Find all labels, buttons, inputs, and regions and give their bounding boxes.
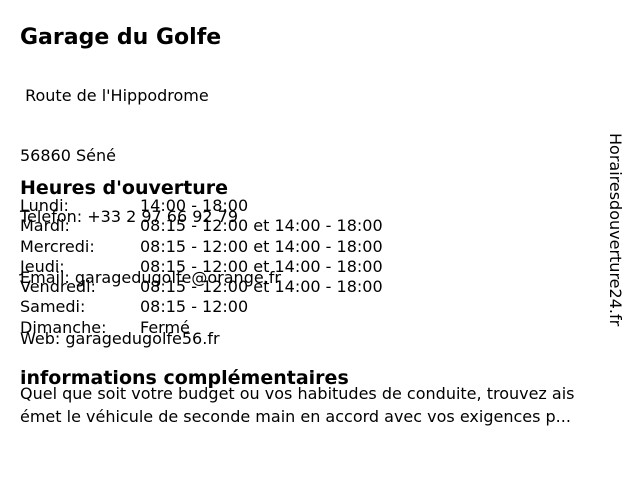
time-value: 14:00 - 18:00 [140, 196, 249, 215]
hours-row-saturday: Samedi: 08:15 - 12:00 [20, 297, 383, 317]
hours-row-friday: Vendredi: 08:15 - 12:00 et 14:00 - 18:00 [20, 277, 383, 297]
day-label: Mercredi: [20, 236, 95, 256]
day-label: Dimanche: [20, 317, 107, 337]
business-name: Garage du Golfe [20, 24, 222, 50]
contact-block: Route de l'Hippodrome 56860 Séné Telefon… [20, 45, 281, 390]
opening-hours-heading: Heures d'ouverture [20, 176, 228, 199]
time-value: 08:15 - 12:00 et 14:00 - 18:00 [140, 277, 383, 297]
time-value: Fermé [140, 317, 190, 337]
time-value: 08:15 - 12:00 et 14:00 - 18:00 [140, 216, 383, 236]
day-label: Jeudi: [20, 256, 65, 276]
address-city: 56860 Séné [20, 146, 116, 166]
site-watermark: Horairesdouverture24.fr [606, 133, 625, 327]
hours-row-sunday: Dimanche: Fermé [20, 318, 383, 338]
time-value: 08:15 - 12:00 et 14:00 - 18:00 [140, 256, 383, 276]
web-line: Web: garagedugolfe56.fr [20, 329, 220, 349]
hours-row-monday: Lundi: 14:00 - 18:00 [20, 196, 383, 216]
additional-info-text: Quel que soit votre budget ou vos habitu… [20, 384, 575, 426]
day-label: Lundi: [20, 196, 69, 215]
time-value: 08:15 - 12:00 [140, 297, 249, 317]
day-label: Mardi: [20, 216, 70, 236]
email-line: Email: garagedugolfe@orange.fr [20, 268, 281, 288]
additional-info-heading: informations complémentaires [20, 366, 349, 389]
day-label: Samedi: [20, 297, 86, 317]
hours-row-wednesday: Mercredi: 08:15 - 12:00 et 14:00 - 18:00 [20, 237, 383, 257]
opening-hours-table: Lundi: 14:00 - 18:00 Mardi: 08:15 - 12:0… [20, 196, 383, 338]
time-value: 08:15 - 12:00 et 14:00 - 18:00 [140, 236, 383, 256]
phone-line: Telefon: +33 2 97 66 92 79 [20, 207, 239, 227]
day-label: Vendredi: [20, 277, 96, 297]
hours-row-thursday: Jeudi: 08:15 - 12:00 et 14:00 - 18:00 [20, 257, 383, 277]
hours-row-tuesday: Mardi: 08:15 - 12:00 et 14:00 - 18:00 [20, 216, 383, 236]
address-street: Route de l'Hippodrome [20, 85, 209, 105]
